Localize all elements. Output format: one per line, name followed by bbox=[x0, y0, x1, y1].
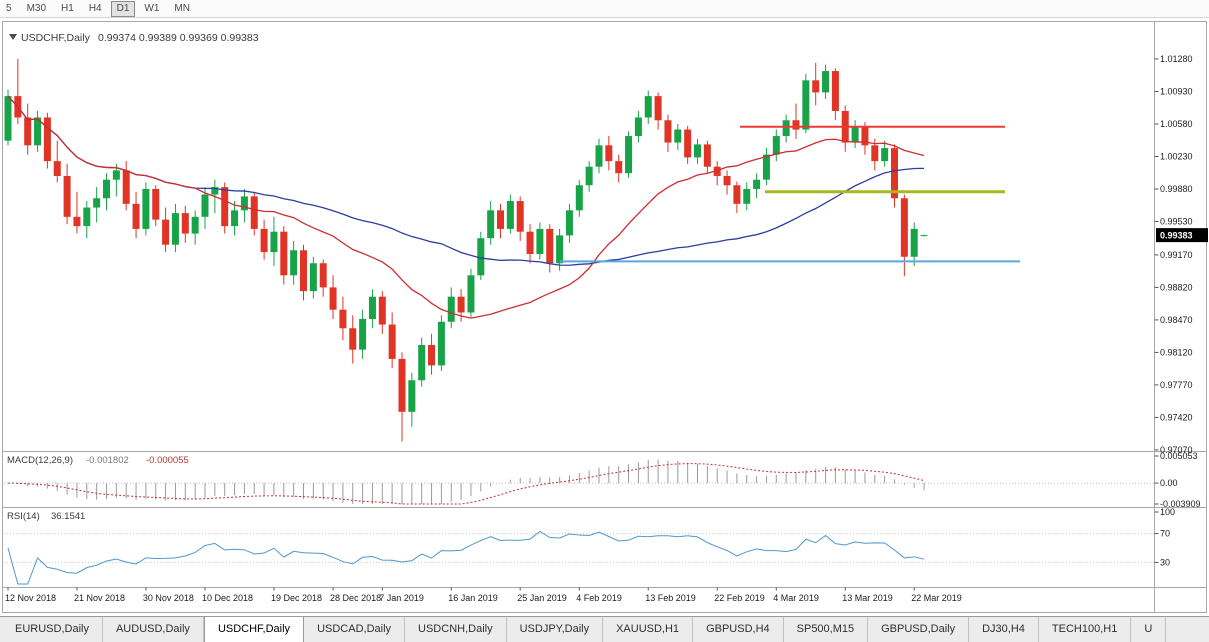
svg-text:22 Feb 2019: 22 Feb 2019 bbox=[714, 593, 765, 603]
svg-text:1.00930: 1.00930 bbox=[1160, 86, 1193, 96]
chart-symbol-title: USDCHF,Daily bbox=[21, 32, 91, 44]
symbol-dropdown-icon bbox=[9, 34, 17, 40]
symbol-tab-tech100-h1[interactable]: TECH100,H1 bbox=[1039, 617, 1132, 642]
svg-text:70: 70 bbox=[1160, 529, 1170, 539]
svg-text:30 Nov 2018: 30 Nov 2018 bbox=[143, 593, 194, 603]
symbol-tab-sp500-m15[interactable]: SP500,M15 bbox=[784, 617, 869, 642]
symbol-tab-usdcnh-daily[interactable]: USDCNH,Daily bbox=[405, 617, 507, 642]
svg-text:0.005053: 0.005053 bbox=[1160, 451, 1198, 461]
trendlines-layer[interactable] bbox=[560, 125, 1020, 263]
svg-text:28 Dec 2018: 28 Dec 2018 bbox=[330, 593, 381, 603]
symbol-tab-audusd-daily[interactable]: AUDUSD,Daily bbox=[103, 617, 204, 642]
moving-averages-layer bbox=[7, 95, 925, 319]
chart-ohlc-values: 0.99374 0.99389 0.99369 0.99383 bbox=[98, 32, 259, 44]
svg-text:0.99880: 0.99880 bbox=[1160, 184, 1193, 194]
svg-text:10 Dec 2018: 10 Dec 2018 bbox=[202, 593, 253, 603]
svg-text:1.00580: 1.00580 bbox=[1160, 119, 1193, 129]
svg-text:100: 100 bbox=[1160, 507, 1175, 517]
rsi-value: 36.1541 bbox=[51, 511, 85, 522]
svg-text:0.99530: 0.99530 bbox=[1160, 216, 1193, 226]
macd-layer: 0.005053 0.00 -0.003909 bbox=[4, 451, 1201, 509]
timeframe-toolbar: 5 M30 H1 H4 D1 W1 MN bbox=[0, 0, 1209, 18]
symbol-tab-usdjpy-daily[interactable]: USDJPY,Daily bbox=[507, 617, 604, 642]
svg-text:-0.003909: -0.003909 bbox=[1160, 499, 1201, 509]
svg-text:19 Dec 2018: 19 Dec 2018 bbox=[271, 593, 322, 603]
svg-text:4 Feb 2019: 4 Feb 2019 bbox=[576, 593, 622, 603]
price-axis: 1.01280 1.00930 1.00580 1.00230 0.99880 0.995… bbox=[1154, 54, 1208, 455]
symbol-tab-u[interactable]: U bbox=[1131, 617, 1167, 642]
timeframe-button-m30[interactable]: M30 bbox=[26, 2, 47, 14]
svg-text:0.97770: 0.97770 bbox=[1160, 380, 1193, 390]
rsi-label: RSI(14) bbox=[7, 511, 40, 522]
candles-layer bbox=[4, 58, 928, 442]
svg-text:1.00230: 1.00230 bbox=[1160, 151, 1193, 161]
svg-text:0.99383: 0.99383 bbox=[1160, 231, 1193, 241]
svg-text:21 Nov 2018: 21 Nov 2018 bbox=[74, 593, 125, 603]
svg-text:0.98120: 0.98120 bbox=[1160, 347, 1193, 357]
svg-text:12 Nov 2018: 12 Nov 2018 bbox=[5, 593, 56, 603]
current-price-tag bbox=[1156, 228, 1208, 243]
svg-text:0.97070: 0.97070 bbox=[1160, 445, 1193, 455]
chart-window-border bbox=[2, 21, 1207, 613]
timeframe-button-5[interactable]: 5 bbox=[6, 2, 12, 14]
symbol-tab-xauusd-h1[interactable]: XAUUSD,H1 bbox=[603, 617, 694, 642]
timeframe-button-d1[interactable]: D1 bbox=[110, 0, 136, 17]
symbol-tab-dj30-h4[interactable]: DJ30,H4 bbox=[969, 617, 1039, 642]
symbol-tab-usdchf-daily[interactable]: USDCHF,Daily bbox=[203, 617, 305, 642]
svg-text:16 Jan 2019: 16 Jan 2019 bbox=[448, 593, 498, 603]
symbol-tab-gbpusd-h4[interactable]: GBPUSD,H4 bbox=[693, 617, 784, 642]
svg-text:7 Jan 2019: 7 Jan 2019 bbox=[379, 593, 424, 603]
symbol-tab-usdcad-daily[interactable]: USDCAD,Daily bbox=[304, 617, 406, 642]
svg-text:0.00: 0.00 bbox=[1160, 478, 1178, 488]
svg-text:30: 30 bbox=[1160, 557, 1170, 567]
chart-canvas[interactable]: 1.01280 1.00930 1.00580 1.00230 0.99880 0.995… bbox=[0, 0, 1209, 616]
svg-text:0.99170: 0.99170 bbox=[1160, 250, 1193, 260]
timeframe-button-w1[interactable]: W1 bbox=[144, 2, 160, 14]
chart-background bbox=[0, 0, 1209, 616]
rsi-layer: 100 70 30 bbox=[4, 507, 1175, 585]
macd-value-main: -0.001802 bbox=[86, 455, 129, 466]
svg-text:0.98470: 0.98470 bbox=[1160, 315, 1193, 325]
svg-text:0.98820: 0.98820 bbox=[1160, 282, 1193, 292]
macd-value-signal: -0.000055 bbox=[146, 455, 189, 466]
timeframe-button-h1[interactable]: H1 bbox=[61, 2, 74, 14]
svg-text:22 Mar 2019: 22 Mar 2019 bbox=[911, 593, 962, 603]
svg-text:13 Feb 2019: 13 Feb 2019 bbox=[645, 593, 696, 603]
macd-label: MACD(12,26,9) bbox=[7, 455, 73, 466]
svg-text:0.97420: 0.97420 bbox=[1160, 412, 1193, 422]
svg-text:4 Mar 2019: 4 Mar 2019 bbox=[773, 593, 819, 603]
symbol-tabbar: EURUSD,Daily AUDUSD,Daily USDCHF,Daily USDC… bbox=[0, 616, 1209, 642]
svg-text:25 Jan 2019: 25 Jan 2019 bbox=[517, 593, 567, 603]
svg-text:13 Mar 2019: 13 Mar 2019 bbox=[842, 593, 893, 603]
timeframe-button-h4[interactable]: H4 bbox=[88, 2, 102, 14]
svg-text:1.01280: 1.01280 bbox=[1160, 54, 1193, 64]
chart-layers: 1.01280 1.00930 1.00580 1.00230 0.99880 0.995… bbox=[4, 54, 1208, 603]
timeframe-button-mn[interactable]: MN bbox=[174, 2, 190, 14]
symbol-tab-eurusd-daily[interactable]: EURUSD,Daily bbox=[2, 617, 103, 642]
symbol-tab-gbpusd-daily[interactable]: GBPUSD,Daily bbox=[868, 617, 970, 642]
date-axis: 12 Nov 2018 21 Nov 2018 30 Nov 2018 10 Dec … bbox=[5, 587, 962, 603]
